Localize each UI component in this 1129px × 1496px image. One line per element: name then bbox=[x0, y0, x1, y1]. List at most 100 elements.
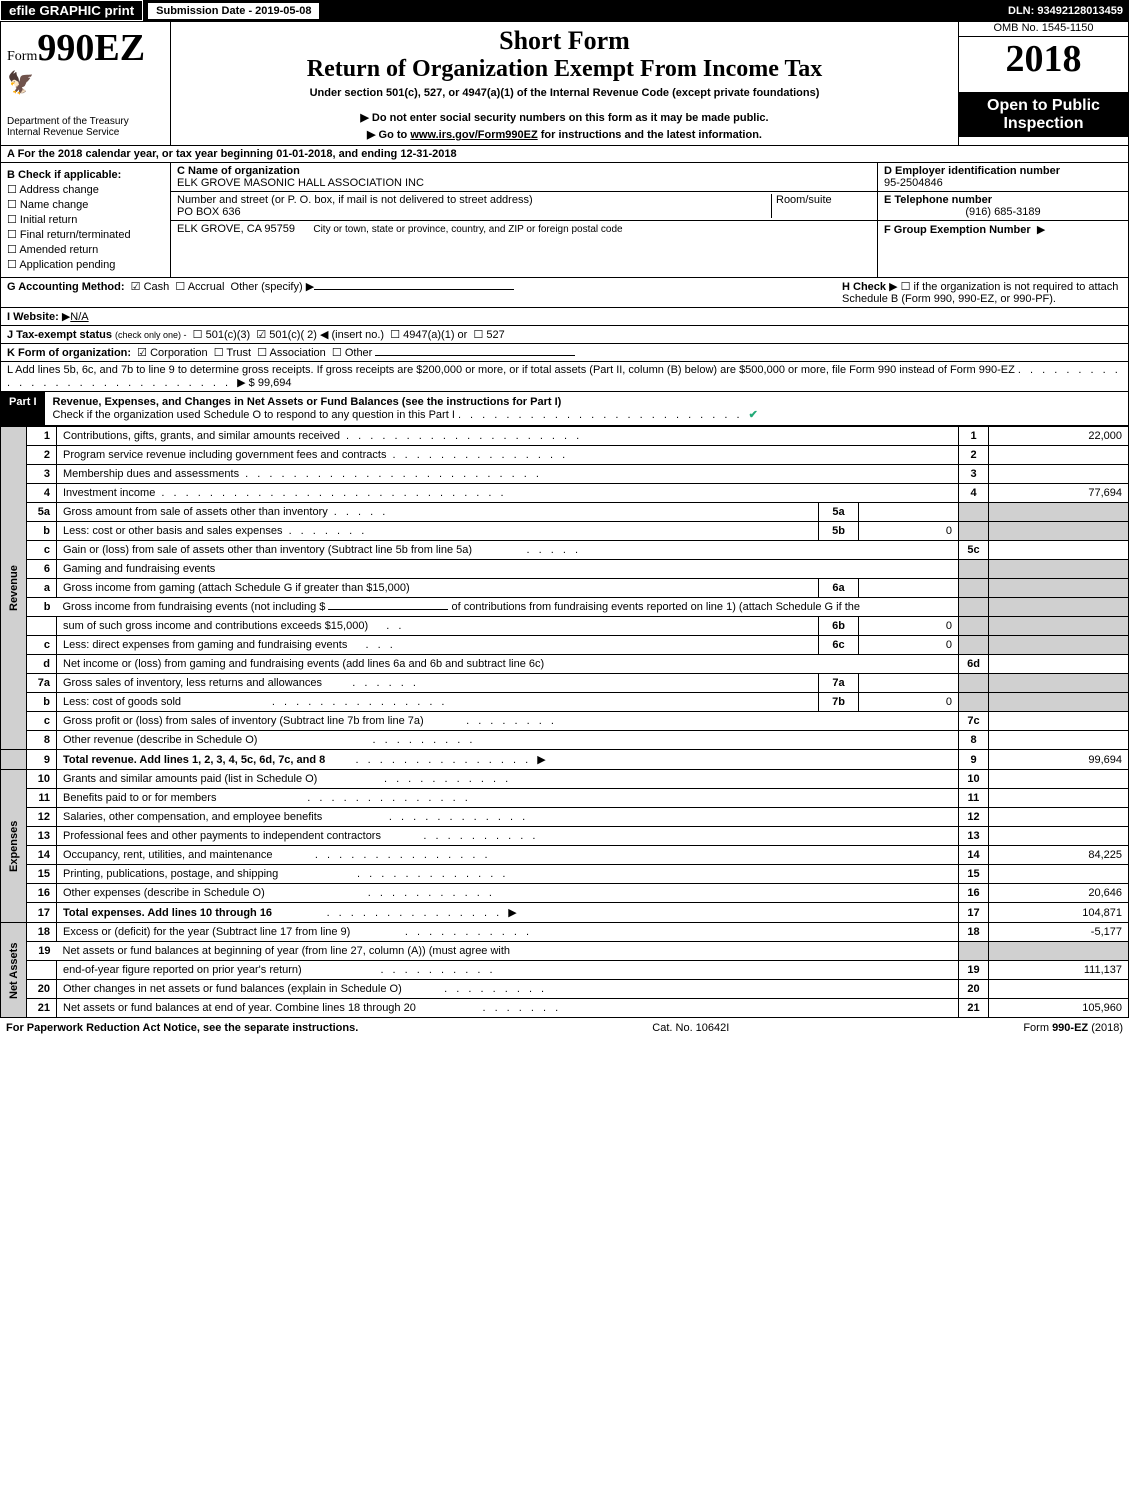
line-9-num: 9 bbox=[27, 750, 57, 770]
form-number: Form990EZ bbox=[7, 26, 164, 70]
line-6-text: Gaming and fundraising events bbox=[63, 563, 215, 575]
line-11-amount bbox=[989, 789, 1129, 808]
irs-eagle-icon: 🦅 bbox=[7, 70, 164, 96]
gross-receipts-amount: $ 99,694 bbox=[249, 377, 292, 389]
line-4-rnum: 4 bbox=[959, 484, 989, 503]
grey-cell bbox=[989, 503, 1129, 522]
line-5c-num: c bbox=[27, 541, 57, 560]
chk-amended-return[interactable]: Amended return bbox=[7, 243, 164, 256]
phone-label: E Telephone number bbox=[884, 194, 992, 206]
chk-application-pending[interactable]: Application pending bbox=[7, 258, 164, 271]
expenses-section-label: Expenses bbox=[1, 770, 27, 923]
chk-name-change[interactable]: Name change bbox=[7, 198, 164, 211]
form-prefix: Form bbox=[7, 49, 37, 64]
line-20-amount bbox=[989, 980, 1129, 999]
line-6d-text: Net income or (loss) from gaming and fun… bbox=[63, 658, 544, 670]
j-note: (check only one) - bbox=[115, 330, 187, 340]
grey-cell bbox=[989, 693, 1129, 712]
chk-4947[interactable]: 4947(a)(1) or bbox=[390, 329, 467, 341]
line-1-rnum: 1 bbox=[959, 427, 989, 446]
grey-cell bbox=[959, 693, 989, 712]
form-body-table: Revenue 1 Contributions, gifts, grants, … bbox=[0, 426, 1129, 1018]
other-specify-field[interactable] bbox=[314, 289, 514, 290]
warning-ssn: Do not enter social security numbers on … bbox=[177, 111, 952, 124]
line-19-num2 bbox=[27, 961, 57, 980]
g-label: G Accounting Method: bbox=[7, 281, 125, 293]
line-17-rnum: 17 bbox=[959, 903, 989, 923]
line-7b-miniv: 0 bbox=[859, 693, 959, 712]
line-6b-text2: of contributions from fundraising events… bbox=[452, 601, 860, 613]
line-21-rnum: 21 bbox=[959, 999, 989, 1018]
grey-cell bbox=[959, 617, 989, 636]
ein-label: D Employer identification number bbox=[884, 165, 1060, 177]
line-7c-num: c bbox=[27, 712, 57, 731]
line-20-text: Other changes in net assets or fund bala… bbox=[63, 983, 402, 995]
other-specify: Other (specify) bbox=[231, 281, 303, 293]
revenue-section-label: Revenue bbox=[1, 427, 27, 750]
line-13-amount bbox=[989, 827, 1129, 846]
chk-address-change[interactable]: Address change bbox=[7, 183, 164, 196]
chk-schedule-b[interactable] bbox=[901, 281, 914, 293]
part1-header: Part I Revenue, Expenses, and Changes in… bbox=[0, 392, 1129, 426]
subtitle: Under section 501(c), 527, or 4947(a)(1)… bbox=[177, 87, 952, 99]
line-12-text: Salaries, other compensation, and employ… bbox=[63, 811, 322, 823]
chk-527[interactable]: 527 bbox=[473, 329, 504, 341]
footer-left: For Paperwork Reduction Act Notice, see … bbox=[6, 1022, 358, 1034]
line-6b-mini: 6b bbox=[819, 617, 859, 636]
line-6b-blank[interactable] bbox=[328, 609, 448, 610]
footer-mid: Cat. No. 10642I bbox=[652, 1022, 729, 1034]
line-5c-amount bbox=[989, 541, 1129, 560]
line-6-num: 6 bbox=[27, 560, 57, 579]
line-18-rnum: 18 bbox=[959, 923, 989, 942]
c-label: C Name of organization bbox=[177, 165, 300, 177]
line-5a-mini: 5a bbox=[819, 503, 859, 522]
chk-final-return[interactable]: Final return/terminated bbox=[7, 228, 164, 241]
chk-initial-return[interactable]: Initial return bbox=[7, 213, 164, 226]
section-a: A For the 2018 calendar year, or tax yea… bbox=[0, 146, 1129, 163]
grey-cell bbox=[959, 674, 989, 693]
chk-accrual[interactable]: Accrual bbox=[175, 281, 224, 293]
chk-501c3[interactable]: 501(c)(3) bbox=[193, 329, 251, 341]
other-org-field[interactable] bbox=[375, 355, 575, 356]
grey-cell bbox=[959, 522, 989, 541]
line-6a-text: Gross income from gaming (attach Schedul… bbox=[63, 582, 410, 594]
line-8-amount bbox=[989, 731, 1129, 750]
line-15-num: 15 bbox=[27, 865, 57, 884]
line-14-amount: 84,225 bbox=[989, 846, 1129, 865]
line-7c-text: Gross profit or (loss) from sales of inv… bbox=[63, 715, 424, 727]
chk-cash[interactable]: Cash bbox=[131, 281, 170, 293]
chk-other-org[interactable]: Other bbox=[332, 347, 372, 359]
line-12-rnum: 12 bbox=[959, 808, 989, 827]
dept-treasury: Department of the Treasury bbox=[7, 116, 164, 127]
line-5a-miniv bbox=[859, 503, 959, 522]
line-10-text: Grants and similar amounts paid (list in… bbox=[63, 773, 317, 785]
grey-cell bbox=[959, 560, 989, 579]
gross-receipts-line: L Add lines 5b, 6c, and 7b to line 9 to … bbox=[0, 362, 1129, 392]
chk-corporation[interactable]: Corporation bbox=[137, 347, 207, 359]
chk-501c[interactable]: 501(c)( 2) ◀ (insert no.) bbox=[256, 329, 384, 341]
line-1-num: 1 bbox=[27, 427, 57, 446]
efile-print-button[interactable]: efile GRAPHIC print bbox=[0, 0, 143, 21]
line-6b-text3: sum of such gross income and contributio… bbox=[63, 620, 368, 632]
grey-cell bbox=[1, 750, 27, 770]
page-footer: For Paperwork Reduction Act Notice, see … bbox=[0, 1018, 1129, 1038]
line-11-num: 11 bbox=[27, 789, 57, 808]
line-5c-text: Gain or (loss) from sale of assets other… bbox=[63, 544, 472, 556]
line-5a-num: 5a bbox=[27, 503, 57, 522]
part1-check-text: Check if the organization used Schedule … bbox=[53, 409, 455, 421]
irs-link[interactable]: www.irs.gov/Form990EZ bbox=[410, 129, 537, 141]
line-7c-rnum: 7c bbox=[959, 712, 989, 731]
line-5c-rnum: 5c bbox=[959, 541, 989, 560]
grey-cell bbox=[989, 579, 1129, 598]
chk-trust[interactable]: Trust bbox=[214, 347, 251, 359]
check-icon: ✔ bbox=[749, 409, 758, 421]
line-2-num: 2 bbox=[27, 446, 57, 465]
chk-association[interactable]: Association bbox=[257, 347, 326, 359]
tax-exempt-status-line: J Tax-exempt status (check only one) - 5… bbox=[0, 326, 1129, 344]
line-8-text: Other revenue (describe in Schedule O) bbox=[63, 734, 257, 746]
line-6c-num: c bbox=[27, 636, 57, 655]
group-exemption-label: F Group Exemption Number bbox=[884, 224, 1031, 236]
line-2-amount bbox=[989, 446, 1129, 465]
line-18-num: 18 bbox=[27, 923, 57, 942]
j-label: J Tax-exempt status bbox=[7, 329, 112, 341]
